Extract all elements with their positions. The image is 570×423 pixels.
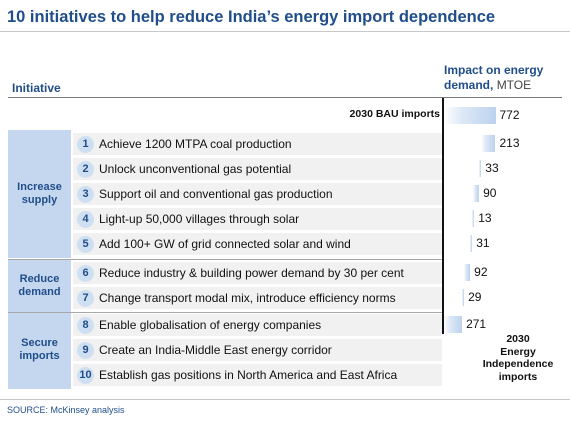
initiative-number-badge: 6 xyxy=(77,264,94,282)
initiative-number-badge: 1 xyxy=(77,135,94,153)
impact-unit: MTOE xyxy=(496,78,532,92)
initiative-label: Add 100+ GW of grid connected solar and … xyxy=(99,237,351,251)
title-divider xyxy=(0,31,570,32)
initiative-row: 1 Achieve 1200 MTPA coal production xyxy=(73,133,442,155)
initiative-row: 6 Reduce industry & building power demand… xyxy=(73,262,442,284)
initiative-row: 9 Create an India-Middle East energy corr… xyxy=(73,339,442,361)
initiative-number-badge: 3 xyxy=(77,185,94,203)
page-title: 10 initiatives to help reduce India’s en… xyxy=(7,8,496,26)
initiative-number-badge: 4 xyxy=(77,210,94,228)
initiative-label: Establish gas positions in North America… xyxy=(99,368,398,382)
bar-value-label: 33 xyxy=(485,161,499,175)
initiative-number-badge: 7 xyxy=(77,289,94,307)
initiative-label: Enable globalisation of energy companies xyxy=(99,318,322,332)
initiative-label: Change transport modal mix, introduce ef… xyxy=(99,291,396,305)
initiative-label: Light-up 50,000 villages through solar xyxy=(99,212,300,226)
initiative-number-badge: 2 xyxy=(77,160,94,178)
waterfall-axis xyxy=(442,98,444,334)
initiative-row: 5 Add 100+ GW of grid connected solar and… xyxy=(73,233,442,255)
group-separator xyxy=(8,312,442,313)
initiative-label: Achieve 1200 MTPA coal production xyxy=(99,137,292,151)
initiative-number-badge: 10 xyxy=(77,366,94,384)
bau-bar xyxy=(444,107,496,124)
source-note: SOURCE: McKinsey analysis xyxy=(7,405,125,415)
bar-value-label: 213 xyxy=(499,136,520,150)
initiative-label: Reduce industry & building power demand … xyxy=(99,266,404,280)
bar-value-label: 772 xyxy=(499,108,520,122)
initiative-number-badge: 5 xyxy=(77,235,94,253)
initiative-label: Support oil and conventional gas product… xyxy=(99,187,333,201)
header-underline xyxy=(8,97,562,98)
initiative-label: Create an India-Middle East energy corri… xyxy=(99,343,332,357)
initiative-row: 4 Light-up 50,000 villages through solar xyxy=(73,208,442,230)
reduction-bar xyxy=(479,160,482,177)
initiative-row: 2 Unlock unconventional gas potential xyxy=(73,158,442,180)
initiative-number-badge: 8 xyxy=(77,316,94,334)
reduction-bar xyxy=(472,210,475,227)
end-label: 2030 Energy Independence imports xyxy=(482,333,554,383)
impact-header-text: Impact on energy demand, xyxy=(444,63,544,92)
reduction-bar xyxy=(462,289,465,306)
bau-label: 2030 BAU imports xyxy=(349,108,440,120)
bar-value-label: 90 xyxy=(483,186,497,200)
bar-value-label: 13 xyxy=(478,211,492,225)
bar-value-label: 29 xyxy=(468,290,482,304)
group-label: Secure imports xyxy=(8,311,71,389)
initiative-label: Unlock unconventional gas potential xyxy=(99,162,292,176)
initiative-row: 8 Enable globalisation of energy companie… xyxy=(73,314,442,336)
bar-value-label: 271 xyxy=(466,317,487,331)
group-label: Reduce demand xyxy=(8,259,71,312)
initiative-row: 3 Support oil and conventional gas produc… xyxy=(73,183,442,205)
impact-column-header: Impact on energy demand, MTOE xyxy=(444,63,570,93)
reduction-bar xyxy=(470,235,473,252)
footer-divider xyxy=(0,399,570,400)
reduction-bar xyxy=(481,135,496,152)
group-separator xyxy=(8,259,442,260)
initiative-row: 7 Change transport modal mix, introduce e… xyxy=(73,287,442,309)
bar-value-label: 92 xyxy=(474,265,488,279)
reduction-bar xyxy=(473,185,480,202)
bar-value-label: 31 xyxy=(476,236,490,250)
end-bar xyxy=(444,316,463,333)
group-label: Increase supply xyxy=(8,130,71,258)
reduction-bar xyxy=(464,264,471,281)
initiative-column-header: Initiative xyxy=(12,81,61,95)
initiative-row: 10 Establish gas positions in North Ameri… xyxy=(73,364,442,386)
initiative-number-badge: 9 xyxy=(77,341,94,359)
